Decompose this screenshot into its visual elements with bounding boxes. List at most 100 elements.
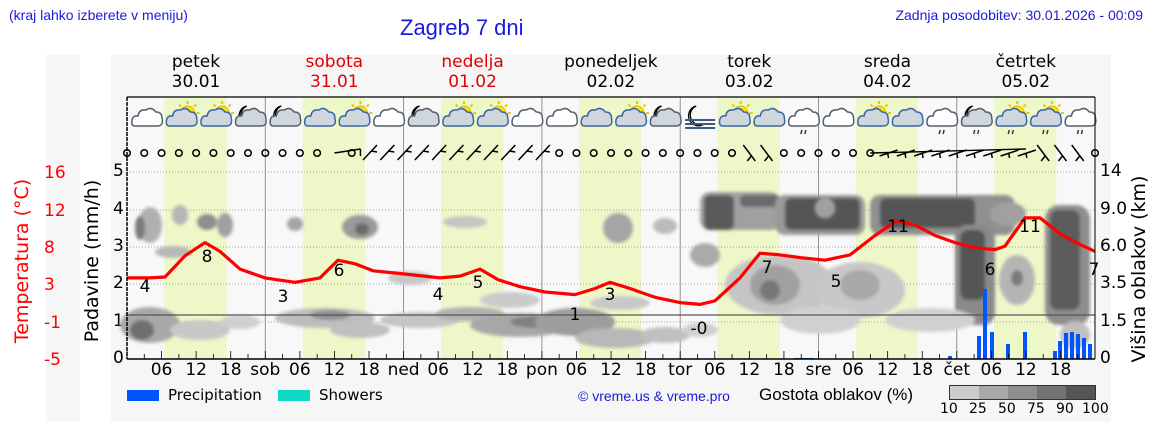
temperature-line xyxy=(127,216,1096,306)
svg-text:5: 5 xyxy=(831,272,842,292)
density-scale-label: 10 xyxy=(940,401,958,417)
cloud-density-label: Gostota oblakov (%) xyxy=(759,385,914,404)
svg-text:-0: -0 xyxy=(691,319,708,339)
wind-barb-icon xyxy=(848,148,858,158)
x-hour-tick: 18 xyxy=(496,360,519,380)
x-hour-tick: 18 xyxy=(634,360,657,380)
wind-barb-icon xyxy=(500,144,516,161)
partly-sunny-icon xyxy=(615,101,649,127)
x-hour-tick: 12 xyxy=(461,360,484,380)
cloud-height-tick: 1.5 xyxy=(1100,311,1128,331)
weather-icon-row xyxy=(131,101,1097,135)
cloudy-drizzle-icon xyxy=(926,107,959,135)
wind-barb-icon xyxy=(965,149,985,159)
temperature-tick: -1 xyxy=(44,313,61,333)
cloudy-drizzle-icon xyxy=(787,107,821,135)
x-hour-tick: 18 xyxy=(358,360,380,380)
svg-text:3: 3 xyxy=(278,287,289,307)
x-hour-tick: 06 xyxy=(703,360,726,380)
x-hour-tick: 06 xyxy=(289,360,311,380)
density-scale-label: 100 xyxy=(1082,401,1109,417)
temperature-tick: 3 xyxy=(44,275,55,295)
x-day-abbr: čet xyxy=(943,360,971,380)
wind-barb-icon xyxy=(466,144,482,161)
page-title: Zagreb 7 dni xyxy=(400,15,524,40)
x-hour-tick: 18 xyxy=(773,360,795,380)
x-hour-tick: 12 xyxy=(185,360,207,380)
credit-link[interactable]: © vreme.us & vreme.pro xyxy=(578,388,730,404)
svg-text:7: 7 xyxy=(762,258,773,278)
density-scale-label: 50 xyxy=(998,401,1016,417)
x-axis-tick-marks xyxy=(126,351,1079,359)
svg-text:11: 11 xyxy=(1019,217,1041,237)
cloudy-icon xyxy=(373,107,406,127)
day-label: sobota 31.01 xyxy=(305,52,364,92)
precipitation-tick: 2 xyxy=(113,273,124,293)
cloudy-blue-icon xyxy=(891,107,924,127)
wind-barb-icon xyxy=(742,144,756,162)
cloudy-icon xyxy=(131,107,164,127)
location-hint-link[interactable]: (kraj lahko izberete v meniju) xyxy=(9,7,188,23)
x-hour-tick: 06 xyxy=(842,360,864,380)
cloudy-icon xyxy=(545,107,579,127)
wind-barb-icon xyxy=(693,148,702,158)
wind-barb-icon xyxy=(676,148,685,158)
showers-swatch xyxy=(278,389,310,401)
x-hour-tick: 06 xyxy=(150,360,173,380)
precipitation-tick: 5 xyxy=(113,161,124,181)
precipitation-tick: 3 xyxy=(113,236,124,256)
wind-barb-icon xyxy=(157,148,166,158)
partly-sunny-drizzle-icon xyxy=(995,101,1030,135)
precipitation-tick: 0 xyxy=(113,348,124,368)
x-day-abbr: sre xyxy=(805,360,832,380)
x-day-abbr: ned xyxy=(387,360,420,380)
wind-barb-icon xyxy=(658,148,667,158)
x-hour-tick: 06 xyxy=(980,360,1003,380)
cloudy-blue-icon xyxy=(753,107,786,127)
x-hour-tick: 18 xyxy=(1049,360,1072,380)
wind-barb-icon xyxy=(896,149,916,159)
showers-legend-label: Showers xyxy=(319,386,383,404)
wind-barb-icon xyxy=(1053,144,1068,162)
day-label: torek 03.02 xyxy=(724,52,774,92)
wind-barb-icon xyxy=(518,144,534,161)
cloud-height-tick: 0 xyxy=(1100,348,1111,368)
svg-text:4: 4 xyxy=(433,285,444,305)
cloud-height-tick: 14 xyxy=(1100,161,1122,181)
wind-barb-icon xyxy=(1017,149,1037,159)
wind-barb-icon xyxy=(174,148,183,158)
day-label: četrtek 05.02 xyxy=(995,52,1057,92)
temperature-axis-panel xyxy=(46,55,80,422)
svg-text:11: 11 xyxy=(887,217,909,237)
x-hour-tick: 12 xyxy=(876,360,899,380)
svg-text:1: 1 xyxy=(570,305,581,325)
wind-barb-icon xyxy=(727,148,737,158)
wind-barb-icon xyxy=(710,148,719,158)
cloud-height-tick: 3.5 xyxy=(1100,273,1128,293)
night-cloudy-icon xyxy=(269,105,302,127)
cloud-height-tick: 9.0 xyxy=(1100,199,1128,219)
x-hour-tick: 12 xyxy=(738,360,761,380)
density-scale-label: 75 xyxy=(1027,401,1045,417)
wind-barb-icon xyxy=(606,148,616,158)
night-cloudy-icon xyxy=(234,105,267,127)
temperature-tick: 8 xyxy=(44,238,55,258)
wind-barb-icon xyxy=(226,148,235,158)
wind-barb-icon xyxy=(295,148,304,158)
cloudy-icon xyxy=(511,107,544,127)
wind-barb-icon xyxy=(379,144,395,161)
temperature-tick: 16 xyxy=(44,163,66,183)
x-hour-tick: 18 xyxy=(219,360,242,380)
wind-barb-icon xyxy=(261,148,270,158)
density-scale-label: 25 xyxy=(969,401,987,417)
x-hour-tick: 12 xyxy=(600,360,622,380)
temperature-labels: 4 8 3 6 4 5 1 3 -0 7 5 11 6 11 7 xyxy=(140,217,1100,339)
wind-barb-icon xyxy=(1000,149,1019,159)
wind-barb-icon xyxy=(1071,144,1085,162)
precipitation-tick: 1 xyxy=(113,311,124,331)
legend-showers: Showers xyxy=(278,386,383,404)
wind-barb-icon xyxy=(431,144,447,161)
wind-barb-icon xyxy=(831,148,840,158)
wind-barb-icon xyxy=(483,144,499,161)
wind-barb-icon xyxy=(814,148,823,158)
